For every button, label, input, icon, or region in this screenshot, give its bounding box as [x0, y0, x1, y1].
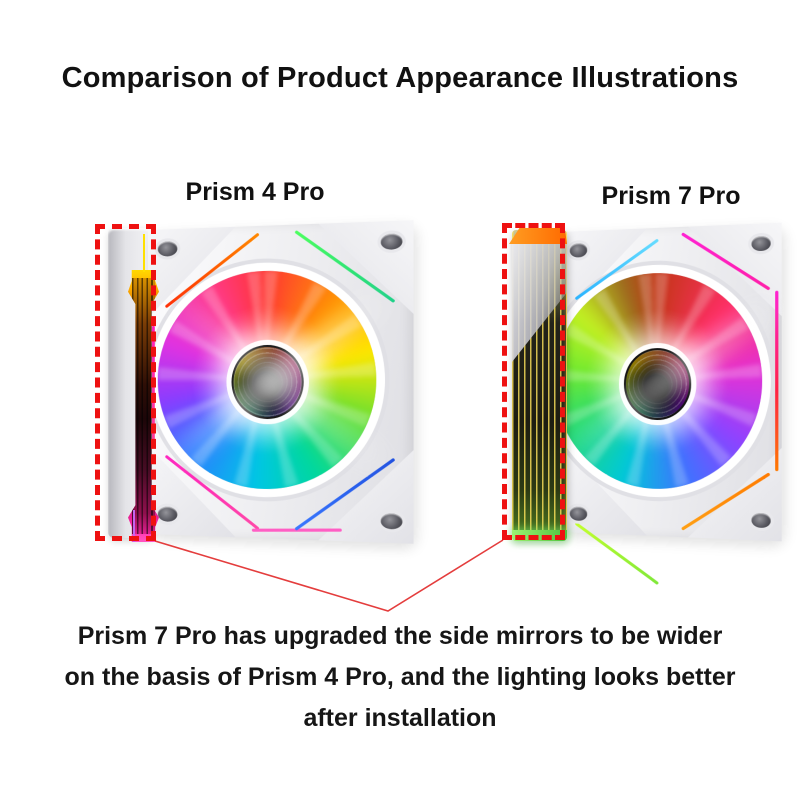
screw-hole	[751, 512, 771, 529]
side-mirror-led-edge-bottom	[133, 510, 135, 542]
highlight-box-left	[95, 224, 156, 541]
highlight-box-right	[502, 223, 565, 540]
wide-side-mirror	[512, 230, 567, 540]
rgb-accent-line	[775, 290, 779, 472]
description-line: after installation	[303, 704, 497, 732]
screw-hole	[380, 513, 403, 530]
side-mirror-led-edge-top	[143, 234, 145, 272]
fan-front-frame	[556, 222, 791, 586]
prism-7-pro-fan-image	[503, 222, 793, 586]
side-mirror-glass	[132, 278, 155, 534]
product-label-prism-4-pro: Prism 4 Pro	[185, 178, 325, 206]
fan-hub	[623, 347, 692, 421]
fan-front-frame	[148, 220, 414, 544]
fan-hub	[231, 344, 304, 420]
screw-hole	[569, 506, 588, 522]
product-label-prism-7-pro: Prism 7 Pro	[601, 182, 741, 210]
side-mirror-top-cap	[509, 228, 567, 244]
description-line: on the basis of Prism 4 Pro, and the lig…	[64, 663, 736, 691]
description-text: Prism 7 Pro has upgraded the side mirror…	[20, 616, 780, 739]
page-title: Comparison of Product Appearance Illustr…	[61, 62, 739, 94]
description-line: Prism 7 Pro has upgraded the side mirror…	[77, 622, 723, 650]
screw-hole	[157, 506, 178, 522]
